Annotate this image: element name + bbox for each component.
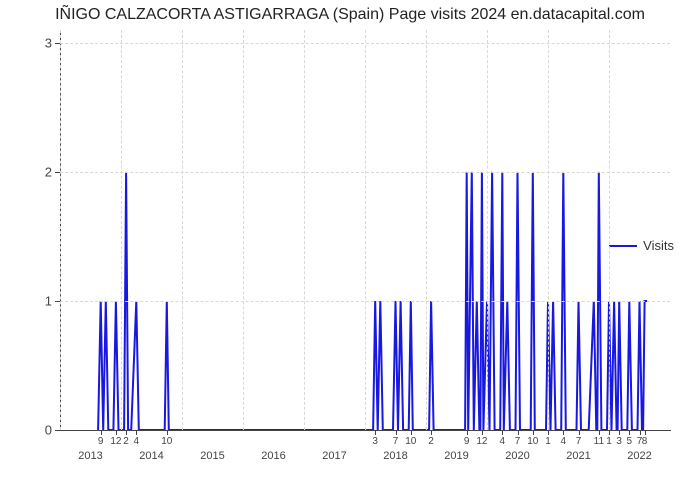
y-tick-label: 1 [45, 293, 52, 308]
x-month-label: 10 [527, 436, 538, 447]
x-month-label: 4 [560, 436, 566, 447]
x-month-label: 7 [576, 436, 582, 447]
x-year-label: 2017 [322, 450, 346, 462]
gridline-v [182, 30, 183, 430]
y-tick-label: 3 [45, 35, 52, 50]
legend-swatch [609, 245, 637, 247]
x-month-label: 12 [476, 436, 487, 447]
x-year-label: 2018 [383, 450, 407, 462]
gridline-v [304, 30, 305, 430]
x-year-label: 2020 [505, 450, 529, 462]
x-month-label: 1 [545, 436, 551, 447]
x-month-label: 10 [161, 436, 172, 447]
x-month-label: 12 [110, 436, 121, 447]
x-year-label: 2021 [566, 450, 590, 462]
x-month-label: 1 [606, 436, 612, 447]
y-tick-label: 0 [45, 423, 52, 438]
x-month-label: 9 [464, 436, 470, 447]
x-month-label: 3 [372, 436, 378, 447]
x-month-label: 3 [616, 436, 622, 447]
x-month-label: 8 [642, 436, 648, 447]
x-year-label: 2014 [139, 450, 163, 462]
legend-label: Visits [643, 238, 674, 253]
gridline-v [243, 30, 244, 430]
x-month-label: 4 [499, 436, 505, 447]
x-year-label: 2022 [627, 450, 651, 462]
x-month-label: 2 [123, 436, 129, 447]
x-month-label: 9 [98, 436, 104, 447]
x-month-label: 10 [405, 436, 416, 447]
gridline-v [548, 30, 549, 430]
x-year-label: 2019 [444, 450, 468, 462]
x-month-label: 7 [393, 436, 399, 447]
x-month-label: 4 [133, 436, 139, 447]
x-year-label: 2015 [200, 450, 224, 462]
x-year-label: 2016 [261, 450, 285, 462]
y-tick-label: 2 [45, 164, 52, 179]
x-year-label: 2013 [78, 450, 102, 462]
x-month-label: 11 [594, 436, 604, 447]
gridline-v [426, 30, 427, 430]
legend: Visits [603, 236, 680, 255]
chart-title: IÑIGO CALZACORTA ASTIGARRAGA (Spain) Pag… [0, 6, 700, 24]
gridline-v [121, 30, 122, 430]
gridline-v [487, 30, 488, 430]
x-month-label: 5 [627, 436, 633, 447]
gridline-v [609, 30, 610, 430]
gridline-v [60, 30, 61, 430]
x-month-label: 2 [428, 436, 434, 447]
gridline-v [365, 30, 366, 430]
x-month-label: 7 [515, 436, 521, 447]
